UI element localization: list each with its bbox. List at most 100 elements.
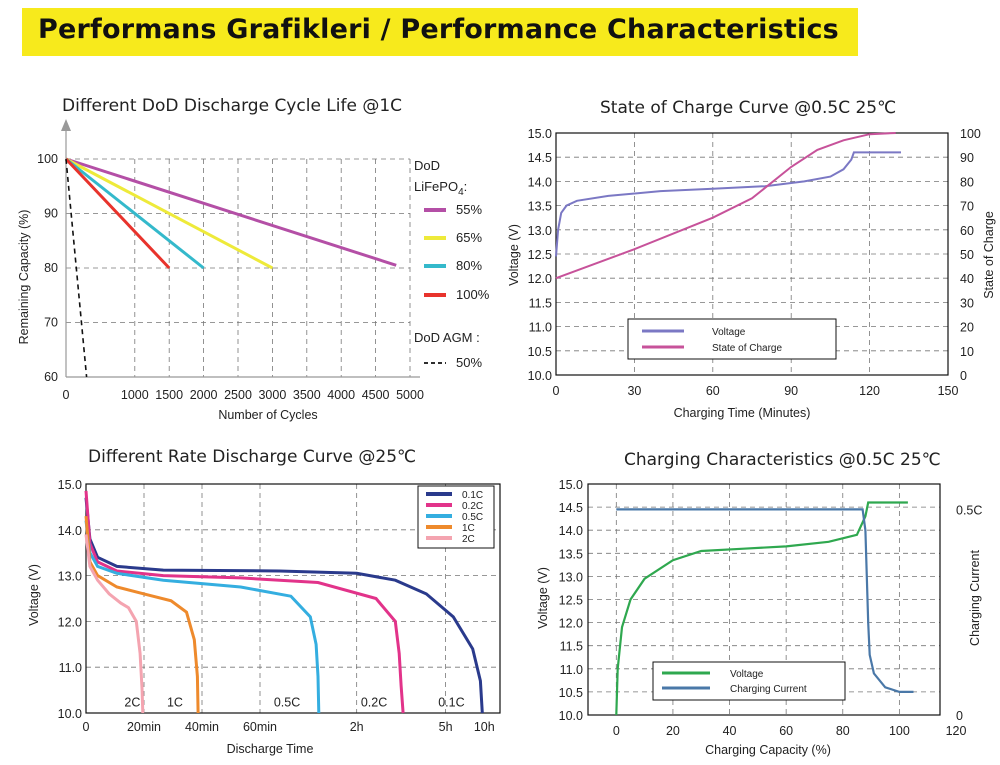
page-title: Performans Grafikleri / Performance Char…: [38, 14, 839, 45]
y-right-tick-label: 90: [960, 151, 974, 165]
title-banner: [22, 8, 858, 56]
legend-label: 1C: [462, 523, 475, 534]
y-tick-label: 10.5: [559, 686, 583, 700]
curve-label: 0.2C: [361, 695, 387, 709]
y-axis-right-label: State of Charge: [982, 211, 996, 299]
y-tick-label: 14.0: [58, 524, 82, 538]
x-tick-label: 60: [706, 384, 720, 398]
x-tick-label: 10h: [474, 720, 495, 734]
y-tick-label: 10.0: [58, 707, 82, 721]
y-tick-label: 14.0: [559, 524, 583, 538]
series-line-50%: [65, 158, 88, 378]
legend-box: [627, 318, 837, 360]
y-tick-label: 70: [44, 316, 58, 330]
x-tick-label: 4500: [362, 388, 390, 402]
y-tick-label: 10.0: [528, 369, 552, 383]
x-axis-label: Number of Cycles: [218, 408, 317, 422]
legend-label: State of Charge: [712, 343, 782, 354]
y-tick-label: 11.5: [560, 640, 583, 654]
dod-cycle-life-chart: Different DoD Discharge Cycle Life @1C 6…: [17, 96, 490, 422]
x-tick-label: 120: [859, 384, 880, 398]
x-tick-label: 0: [63, 388, 70, 402]
plot-frame: [587, 483, 941, 716]
y-right-tick-label: 30: [960, 296, 974, 310]
y-tick-label: 14.5: [528, 151, 552, 165]
y-tick-label: 11.5: [529, 296, 552, 310]
chart-title: Charging Characteristics @0.5C 25℃: [624, 450, 941, 470]
y-tick-label: 13.0: [58, 570, 82, 584]
x-tick-label: 1000: [121, 388, 149, 402]
chart-title: State of Charge Curve @0.5C 25℃: [600, 98, 896, 118]
y-tick-label: 13.0: [559, 570, 583, 584]
legend-label: Charging Current: [730, 684, 807, 695]
y-tick-label: 60: [44, 370, 58, 384]
y-tick-label: 15.0: [528, 127, 552, 141]
x-tick-label: 3500: [293, 388, 321, 402]
y-tick-label: 13.5: [559, 547, 583, 561]
x-tick-label: 2500: [224, 388, 252, 402]
x-tick-label: 0: [83, 720, 90, 734]
legend-header-agm: DoD AGM :: [414, 330, 480, 345]
legend-box: [652, 661, 846, 701]
series-line-0.2C: [84, 490, 405, 714]
y-tick-label: 12.0: [58, 615, 82, 629]
y-tick-label: 11.0: [560, 663, 583, 677]
y-tick-label: 15.0: [58, 478, 82, 492]
y-right-tick-label: 40: [960, 272, 974, 286]
y-tick-label: 14.0: [528, 175, 552, 189]
y-right-tick-label: 100: [960, 127, 981, 141]
y-right-tick-label: 0: [956, 709, 963, 723]
series-line-2C: [84, 534, 145, 714]
y-axis-label: Voltage (V): [536, 567, 550, 629]
x-tick-label: 30: [627, 384, 641, 398]
y-right-tick-label: 80: [960, 175, 974, 189]
series-line-state-of-charge: [555, 132, 896, 280]
chart-title: Different Rate Discharge Curve @25℃: [88, 447, 416, 467]
legend-chemistry: LiFePO4:: [414, 179, 467, 198]
series-line-voltage: [555, 151, 901, 257]
y-right-tick-label: 70: [960, 200, 974, 214]
x-tick-label: 90: [784, 384, 798, 398]
legend-chemistry-main: LiFePO: [414, 179, 458, 194]
y-tick-label: 12.5: [528, 248, 552, 262]
x-tick-label: 20: [666, 724, 680, 738]
y-right-tick-label: 50: [960, 248, 974, 262]
legend-chemistry-tail: :: [464, 179, 468, 194]
y-axis-right-label: Charging Current: [968, 550, 982, 646]
x-tick-label: 100: [889, 724, 910, 738]
y-tick-label: 80: [44, 261, 58, 275]
y-tick-label: 100: [37, 152, 58, 166]
x-tick-label: 1500: [155, 388, 183, 402]
x-tick-label: 3000: [258, 388, 286, 402]
x-tick-label: 120: [946, 724, 967, 738]
y-tick-label: 11.0: [59, 661, 82, 675]
charging-characteristics-chart: Charging Characteristics @0.5C 25℃ 10.0 1…: [536, 450, 982, 757]
y-tick-label: 14.5: [559, 501, 583, 515]
legend-label: 65%: [456, 230, 482, 245]
y-tick-label: 15.0: [559, 478, 583, 492]
series-line-1C: [84, 515, 200, 714]
y-tick-label: 11.0: [529, 321, 552, 335]
series-line-65%: [65, 157, 274, 270]
curve-label: 2C: [124, 695, 140, 709]
series-line-80%: [65, 157, 205, 270]
legend-label: 50%: [456, 355, 482, 370]
y-tick-label: 12.5: [559, 594, 583, 608]
series-line-100%: [64, 157, 171, 270]
y-axis-label: Voltage (V): [507, 224, 521, 286]
x-tick-label: 60: [779, 724, 793, 738]
x-tick-label: 150: [938, 384, 959, 398]
x-tick-label: 4000: [327, 388, 355, 402]
y-right-tick-label: 20: [960, 321, 974, 335]
legend-label: Voltage: [730, 669, 764, 680]
rate-discharge-chart: Different Rate Discharge Curve @25℃ 10.0…: [27, 447, 501, 756]
x-tick-label: 80: [836, 724, 850, 738]
legend-label: 55%: [456, 202, 482, 217]
legend-label: 0.2C: [462, 501, 483, 512]
x-tick-label: 60min: [243, 720, 277, 734]
legend-chemistry-sub: 4: [458, 187, 464, 198]
x-tick-label: 0: [553, 384, 560, 398]
curve-label: 1C: [167, 695, 183, 709]
x-tick-label: 40: [723, 724, 737, 738]
curve-label: 0.1C: [438, 695, 464, 709]
